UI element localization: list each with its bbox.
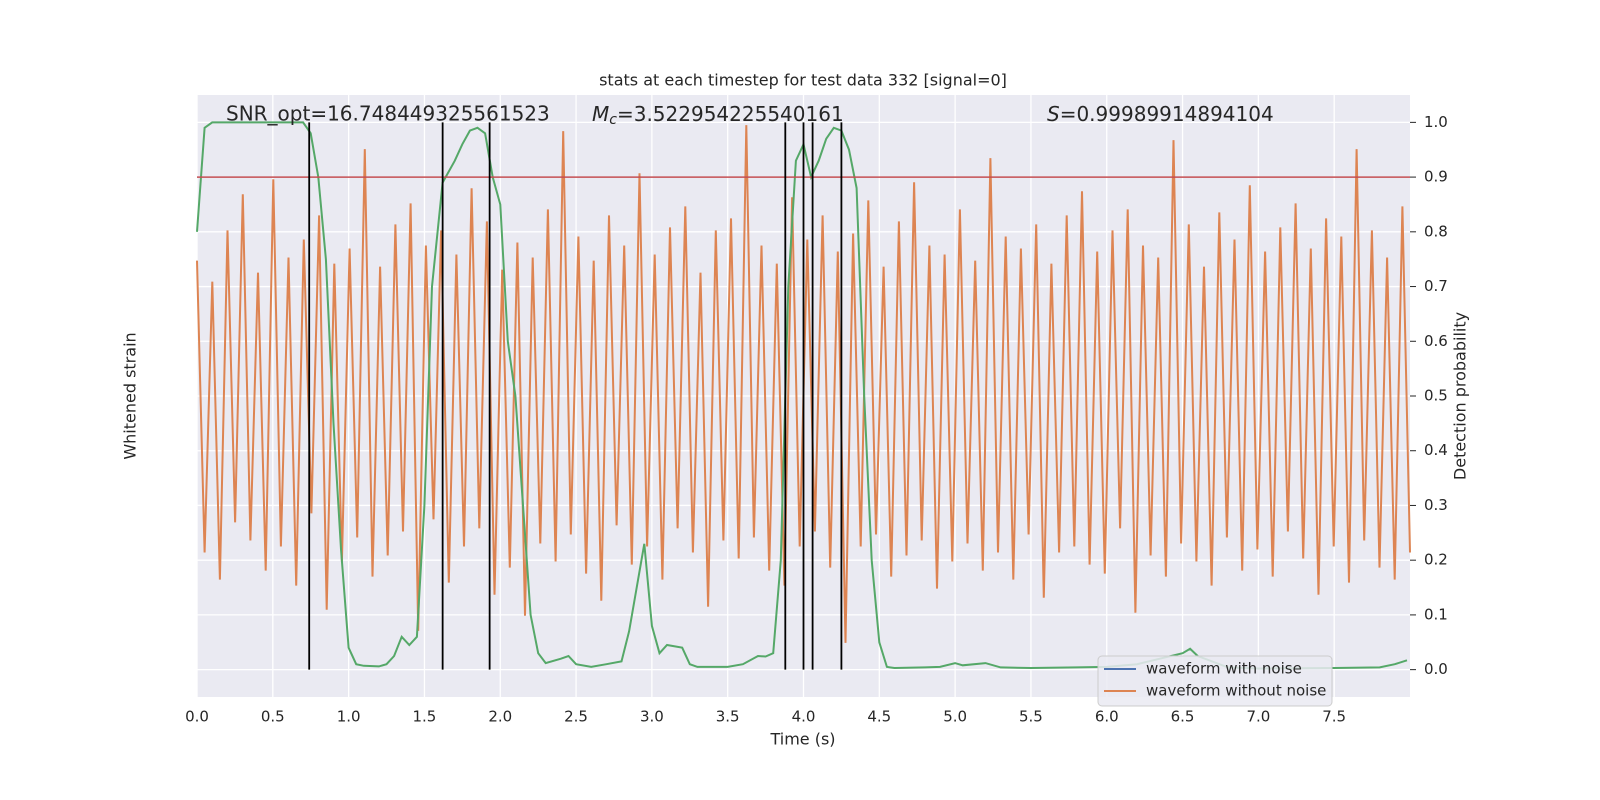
- x-tick-label: 2.5: [564, 708, 588, 726]
- y2-tick-label: 0.8: [1424, 222, 1448, 240]
- annotation: S=0.99989914894104: [1047, 102, 1274, 126]
- x-tick-label: 5.0: [943, 708, 967, 726]
- y2-tick-label: 0.5: [1424, 387, 1448, 405]
- y-axis-label: Whitened strain: [121, 332, 140, 459]
- annotation: Mc=3.522954225540161: [592, 102, 844, 129]
- y2-tick-label: 0.6: [1424, 332, 1448, 350]
- annotation: SNR_opt=16.748449325561523: [226, 102, 550, 126]
- y2-tick-label: 0.4: [1424, 441, 1448, 459]
- x-tick-label: 2.0: [488, 708, 512, 726]
- annotation-text: =0.99989914894104: [1060, 102, 1274, 126]
- annotation-subscript: c: [609, 112, 617, 128]
- y2-tick-label: 0.0: [1424, 660, 1448, 678]
- y2-tick-label: 0.7: [1424, 277, 1448, 295]
- x-tick-label: 0.5: [261, 708, 285, 726]
- legend-label: waveform with noise: [1146, 660, 1302, 678]
- probability-line: [196, 121, 1408, 670]
- x-tick-label: 1.0: [337, 708, 361, 726]
- y2-tick-label: 1.0: [1424, 113, 1448, 131]
- x-tick-label: 3.0: [640, 708, 664, 726]
- x-tick-label: 0.0: [185, 708, 209, 726]
- chart-title: stats at each timestep for test data 332…: [599, 71, 1007, 90]
- annotation-text: =3.522954225540161: [617, 102, 844, 126]
- x-tick-label: 4.0: [792, 708, 816, 726]
- x-tick-label: 1.5: [413, 708, 437, 726]
- annotation-symbol: M: [592, 102, 609, 126]
- y2-tick-label: 0.9: [1424, 168, 1448, 186]
- x-tick-label: 4.5: [867, 708, 891, 726]
- y2-tick-label: 0.3: [1424, 496, 1448, 514]
- x-tick-label: 6.5: [1171, 708, 1195, 726]
- y2-tick-label: 0.2: [1424, 551, 1448, 569]
- x-axis-label: Time (s): [769, 730, 835, 749]
- annotation-symbol: S: [1047, 102, 1060, 126]
- x-tick-label: 5.5: [1019, 708, 1043, 726]
- y2-axis-label: Detection probability: [1451, 312, 1470, 480]
- legend-label: waveform without noise: [1146, 682, 1326, 700]
- x-tick-label: 7.5: [1322, 708, 1346, 726]
- x-tick-label: 6.0: [1095, 708, 1119, 726]
- x-tick-label: 7.0: [1246, 708, 1270, 726]
- legend-box: [1097, 655, 1333, 707]
- x-tick-label: 3.5: [716, 708, 740, 726]
- y2-tick-label: 0.1: [1424, 605, 1448, 623]
